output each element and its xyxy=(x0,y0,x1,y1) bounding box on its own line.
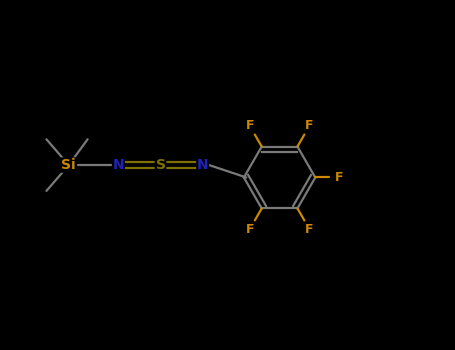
Text: F: F xyxy=(246,223,254,236)
Text: S: S xyxy=(156,158,166,172)
Text: F: F xyxy=(246,119,254,132)
Text: F: F xyxy=(305,223,313,236)
Text: F: F xyxy=(305,119,313,132)
Text: N: N xyxy=(112,158,124,172)
Text: F: F xyxy=(335,171,344,184)
Text: N: N xyxy=(197,158,208,172)
Text: Si: Si xyxy=(61,158,76,172)
